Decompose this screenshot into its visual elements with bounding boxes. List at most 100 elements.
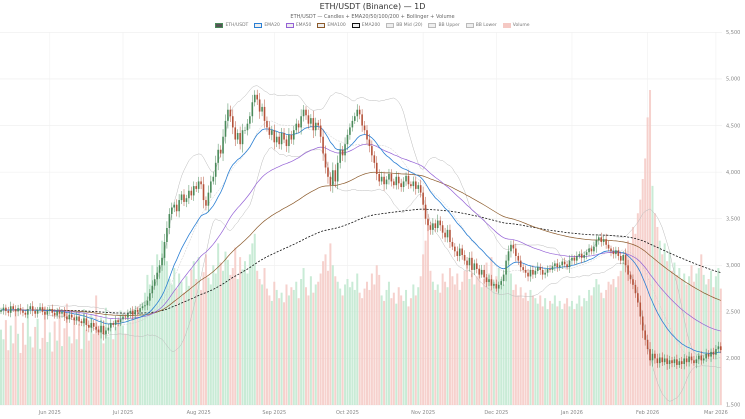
- candle-body: [502, 274, 505, 282]
- candle-body: [651, 353, 654, 361]
- candle-body: [22, 310, 24, 313]
- candle-body: [439, 220, 441, 226]
- volume-bar: [300, 279, 303, 405]
- candle-body: [712, 351, 715, 355]
- volume-bar: [710, 270, 713, 405]
- x-tick-label: Jan 2026: [560, 410, 583, 416]
- candle-body: [461, 248, 463, 256]
- volume-bar: [297, 298, 300, 405]
- candle-body: [112, 323, 115, 325]
- volume-bar: [26, 314, 29, 405]
- volume-bar: [427, 220, 429, 405]
- volume-bar: [256, 270, 259, 405]
- legend-item[interactable]: EMA20: [254, 23, 280, 28]
- legend-item[interactable]: EMA50: [285, 23, 311, 28]
- volume-bar: [458, 289, 461, 405]
- volume-bar: [405, 289, 408, 405]
- candle-body: [695, 359, 698, 364]
- candle-body: [78, 316, 80, 322]
- candle-body: [588, 248, 590, 253]
- volume-bar: [309, 276, 312, 405]
- volume-bar: [483, 279, 486, 405]
- legend-label: BB Mid (20): [396, 23, 423, 28]
- candle-body: [293, 130, 295, 140]
- volume-bar: [680, 279, 683, 405]
- volume-bar: [236, 279, 239, 405]
- volume-bar: [219, 262, 222, 405]
- candle-body: [241, 130, 244, 145]
- volume-bar: [122, 325, 124, 405]
- candle-body: [454, 246, 456, 252]
- candle-body: [583, 255, 585, 258]
- candle-body: [29, 306, 32, 310]
- candle-body: [410, 184, 412, 187]
- volume-bar: [356, 273, 359, 405]
- volume-bar: [283, 302, 286, 405]
- volume-bar: [51, 351, 54, 405]
- candle-body: [354, 116, 356, 121]
- volume-bar: [651, 185, 654, 405]
- candle-body: [222, 136, 224, 154]
- legend-item[interactable]: ETH/USDT: [215, 23, 248, 28]
- candle-body: [629, 274, 632, 280]
- candle-body: [517, 255, 520, 261]
- legend-item[interactable]: BB Upper: [428, 23, 460, 28]
- volume-bar: [4, 320, 7, 405]
- candle-body: [312, 118, 315, 131]
- candle-body: [449, 229, 451, 242]
- volume-bar: [602, 298, 605, 405]
- volume-bar: [268, 295, 271, 405]
- x-tick-label: Nov 2025: [411, 410, 435, 416]
- volume-bar: [390, 298, 393, 405]
- volume-bar: [439, 292, 442, 405]
- legend-item[interactable]: BB Lower: [465, 23, 497, 28]
- volume-bar: [468, 279, 471, 405]
- candle-body: [339, 149, 341, 163]
- candle-body: [680, 361, 683, 365]
- candle-body: [58, 310, 61, 314]
- volume-bar: [229, 274, 232, 405]
- volume-bar: [707, 279, 710, 405]
- volume-bar: [39, 348, 42, 405]
- legend-item[interactable]: Volume: [502, 23, 530, 28]
- candle-body: [63, 311, 66, 317]
- candle-body: [456, 251, 459, 256]
- legend-item[interactable]: BB Mid (20): [386, 23, 422, 28]
- legend-item[interactable]: EMA200: [351, 23, 380, 28]
- candle-body: [36, 309, 39, 314]
- candle-body: [551, 266, 554, 270]
- candle-body: [641, 316, 644, 331]
- legend-item[interactable]: EMA100: [317, 23, 346, 28]
- candle-body: [0, 309, 2, 312]
- volume-bar: [502, 284, 505, 405]
- volume-bar: [207, 277, 210, 405]
- candle-body: [205, 200, 207, 206]
- volume-bar: [551, 303, 554, 405]
- volume-bar: [544, 298, 547, 405]
- volume-bar: [265, 288, 268, 405]
- volume-bar: [322, 261, 325, 405]
- candle-body: [556, 263, 559, 268]
- volume-bar: [43, 306, 46, 405]
- candle-body: [402, 181, 405, 188]
- candle-body: [17, 308, 19, 312]
- candle-body: [385, 179, 388, 185]
- volume-bar: [692, 281, 695, 405]
- candle-body: [541, 269, 544, 275]
- volume-bar: [592, 287, 595, 405]
- candle-body: [685, 358, 688, 363]
- candle-body: [673, 359, 676, 364]
- candle-body: [656, 358, 659, 364]
- legend-swatch: [502, 23, 511, 28]
- candle-body: [434, 223, 437, 229]
- volume-bar: [578, 295, 581, 405]
- candle-body: [397, 176, 400, 184]
- volume-bar: [346, 279, 349, 405]
- candle-body: [566, 264, 568, 268]
- volume-bar: [558, 300, 561, 405]
- volume-bar: [527, 300, 530, 405]
- candle-body: [46, 310, 49, 315]
- volume-bar: [117, 320, 120, 405]
- volume-bar: [466, 265, 469, 405]
- volume-bar: [204, 254, 207, 405]
